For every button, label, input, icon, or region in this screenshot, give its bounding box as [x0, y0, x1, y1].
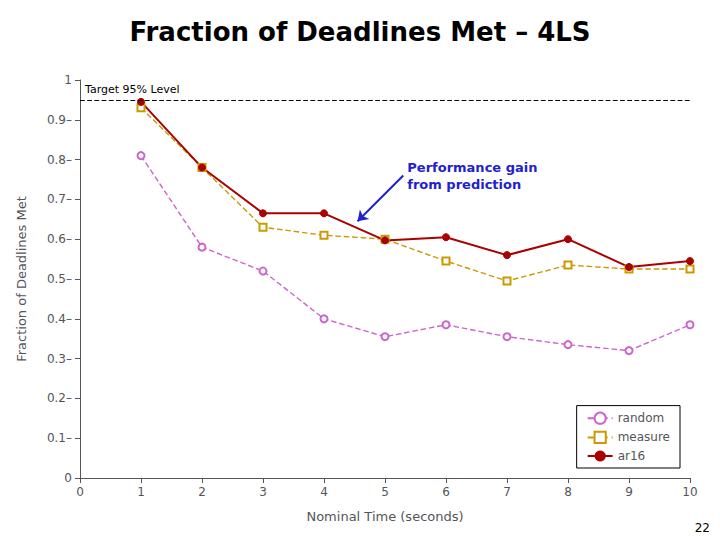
svg-text:0.3–: 0.3–: [47, 352, 72, 366]
svg-text:0.2–: 0.2–: [47, 391, 72, 405]
svg-text:0.1–: 0.1–: [47, 431, 72, 445]
svg-text:ar16: ar16: [618, 449, 646, 463]
svg-text:Fraction of Deadlines Met – 4L: Fraction of Deadlines Met – 4LS: [129, 17, 590, 47]
svg-text:2: 2: [198, 485, 206, 499]
svg-text:random: random: [618, 411, 665, 425]
svg-text:Fraction of Deadlines Met: Fraction of Deadlines Met: [14, 196, 29, 362]
svg-text:measure: measure: [618, 430, 670, 444]
svg-text:0.7–: 0.7–: [47, 192, 72, 206]
svg-text:6: 6: [442, 485, 450, 499]
svg-text:10: 10: [682, 485, 697, 499]
svg-text:0: 0: [64, 471, 72, 485]
svg-text:5: 5: [381, 485, 389, 499]
svg-text:0.6–: 0.6–: [47, 232, 72, 246]
svg-text:0.8–: 0.8–: [47, 153, 72, 167]
svg-text:Nominal Time (seconds): Nominal Time (seconds): [306, 509, 463, 524]
svg-text:7: 7: [503, 485, 511, 499]
svg-text:Performance gain: Performance gain: [407, 160, 537, 175]
svg-text:from prediction: from prediction: [407, 177, 521, 192]
svg-text:0.4–: 0.4–: [47, 312, 72, 326]
svg-text:3: 3: [259, 485, 267, 499]
svg-text:4: 4: [320, 485, 328, 499]
svg-text:9: 9: [625, 485, 633, 499]
svg-text:1: 1: [137, 485, 145, 499]
svg-text:0.9–: 0.9–: [47, 113, 72, 127]
svg-text:Target 95% Level: Target 95% Level: [84, 83, 180, 96]
svg-text:0: 0: [76, 485, 84, 499]
svg-text:22: 22: [695, 521, 710, 535]
svg-text:1: 1: [64, 73, 72, 87]
svg-text:8: 8: [564, 485, 572, 499]
svg-text:0.5–: 0.5–: [47, 272, 72, 286]
